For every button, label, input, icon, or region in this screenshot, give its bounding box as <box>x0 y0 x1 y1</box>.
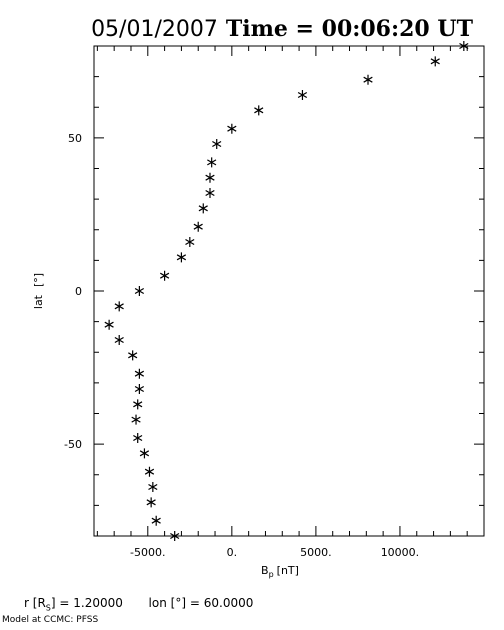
y-tick-label: 50 <box>68 132 82 145</box>
plot-frame <box>93 45 485 537</box>
data-point <box>104 319 114 330</box>
x-axis-label-sub: p <box>269 570 274 579</box>
axis-ticks <box>94 45 485 537</box>
lon-value: = 60.0000 <box>189 596 254 610</box>
y-tick-label: -50 <box>64 438 82 451</box>
x-axis-label: Bp [nT] <box>261 564 299 579</box>
data-point <box>363 74 373 85</box>
data-point <box>207 157 217 168</box>
data-point <box>134 286 145 296</box>
data-point <box>227 123 237 134</box>
data-point <box>185 237 195 247</box>
title-time: Time = 00:06:20 UT <box>226 16 474 42</box>
data-point <box>176 252 187 263</box>
data-point <box>131 414 141 425</box>
r-value: = 1.20000 <box>59 596 123 610</box>
y-tick-label: 0 <box>75 285 82 298</box>
data-point <box>128 350 138 361</box>
data-point <box>114 301 124 312</box>
data-point <box>297 90 308 100</box>
y-axis-label-name: lat <box>32 294 45 309</box>
x-tick-label: 10000. <box>381 546 420 559</box>
lon-label: lon <box>148 596 167 610</box>
data-point <box>198 203 208 214</box>
data-point <box>148 482 158 492</box>
data-point <box>139 448 150 459</box>
r-label: r <box>24 596 29 610</box>
data-point <box>133 433 143 443</box>
data-point <box>205 188 215 198</box>
lon-unit: [°] <box>170 596 187 610</box>
y-axis-label-unit: [°] <box>32 273 45 287</box>
data-point <box>459 41 469 51</box>
data-point <box>254 105 264 116</box>
x-axis-label-name: B <box>261 564 269 577</box>
data-point <box>170 531 180 541</box>
data-point <box>159 270 170 281</box>
data-point <box>114 335 124 345</box>
data-point <box>205 172 215 183</box>
x-tick-label: -5000. <box>130 546 165 559</box>
y-axis-label: lat [°] <box>32 273 45 309</box>
x-axis-label-unit: [nT] <box>277 564 299 577</box>
data-point <box>146 497 156 508</box>
footer-params: r [RS] = 1.20000 lon [°] = 60.0000 <box>24 596 253 612</box>
data-point <box>193 221 203 232</box>
data-point <box>134 368 145 379</box>
footer-model: Model at CCMC: PFSS <box>2 615 99 625</box>
data-point <box>151 515 161 526</box>
x-tick-label: 0. <box>227 546 238 559</box>
title-date: 05/01/2007 <box>91 17 218 42</box>
tick-labels: -5000. 0. 5000. 10000. -50 0 50 <box>64 132 419 559</box>
data-point <box>133 399 143 410</box>
data-point <box>212 139 222 149</box>
x-tick-label: 5000. <box>300 546 332 559</box>
chart-title: 05/01/2007 Time = 00:06:20 UT <box>91 16 474 42</box>
data-point <box>430 56 440 67</box>
r-unit: [RS] <box>32 596 56 613</box>
data-markers <box>104 41 469 541</box>
data-point <box>144 466 155 477</box>
data-point <box>134 384 145 394</box>
